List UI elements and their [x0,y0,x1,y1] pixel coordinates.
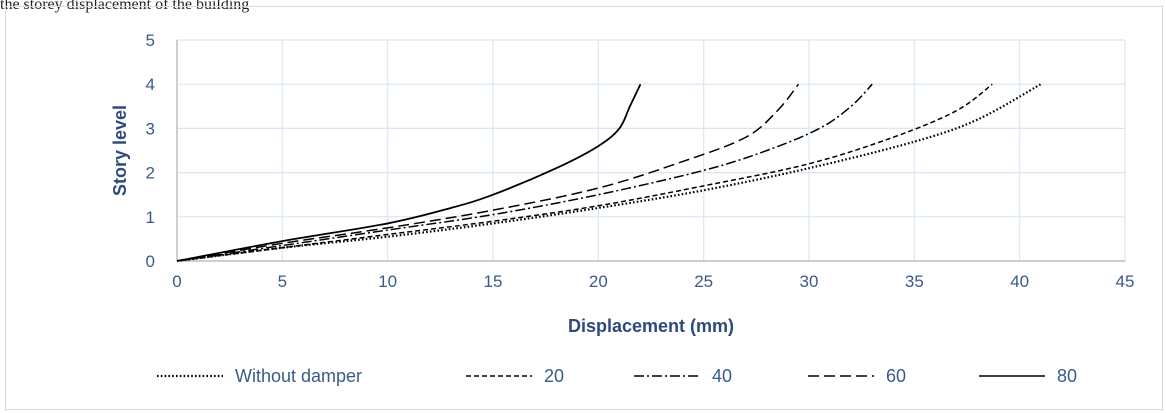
x-tick-label: 20 [589,272,608,291]
legend-label-2: 40 [712,366,732,386]
y-tick-label: 3 [146,119,155,138]
y-tick-label: 5 [146,31,155,50]
x-tick-label: 5 [278,272,287,291]
y-tick-label: 0 [146,252,155,271]
x-tick-label: 35 [905,272,924,291]
x-tick-label: 40 [1010,272,1029,291]
legend-label-4: 80 [1057,366,1077,386]
legend-label-3: 60 [886,366,906,386]
legend: Without damper 20 40 60 80 [157,366,1077,386]
legend-label-1: 20 [544,366,564,386]
x-tick-label: 10 [378,272,397,291]
y-tick-label: 1 [146,208,155,227]
x-axis-title: Displacement (mm) [568,316,734,336]
x-tick-label: 30 [800,272,819,291]
x-tick-label: 25 [694,272,713,291]
x-tick-label: 45 [1116,272,1135,291]
y-axis-title: Story level [110,105,130,196]
y-tick-label: 2 [146,164,155,183]
x-tick-label: 0 [172,272,181,291]
gridlines [177,40,1125,261]
axes [177,40,1125,261]
y-tick-label: 4 [146,75,155,94]
x-tick-label: 15 [484,272,503,291]
legend-label-0: Without damper [235,366,362,386]
